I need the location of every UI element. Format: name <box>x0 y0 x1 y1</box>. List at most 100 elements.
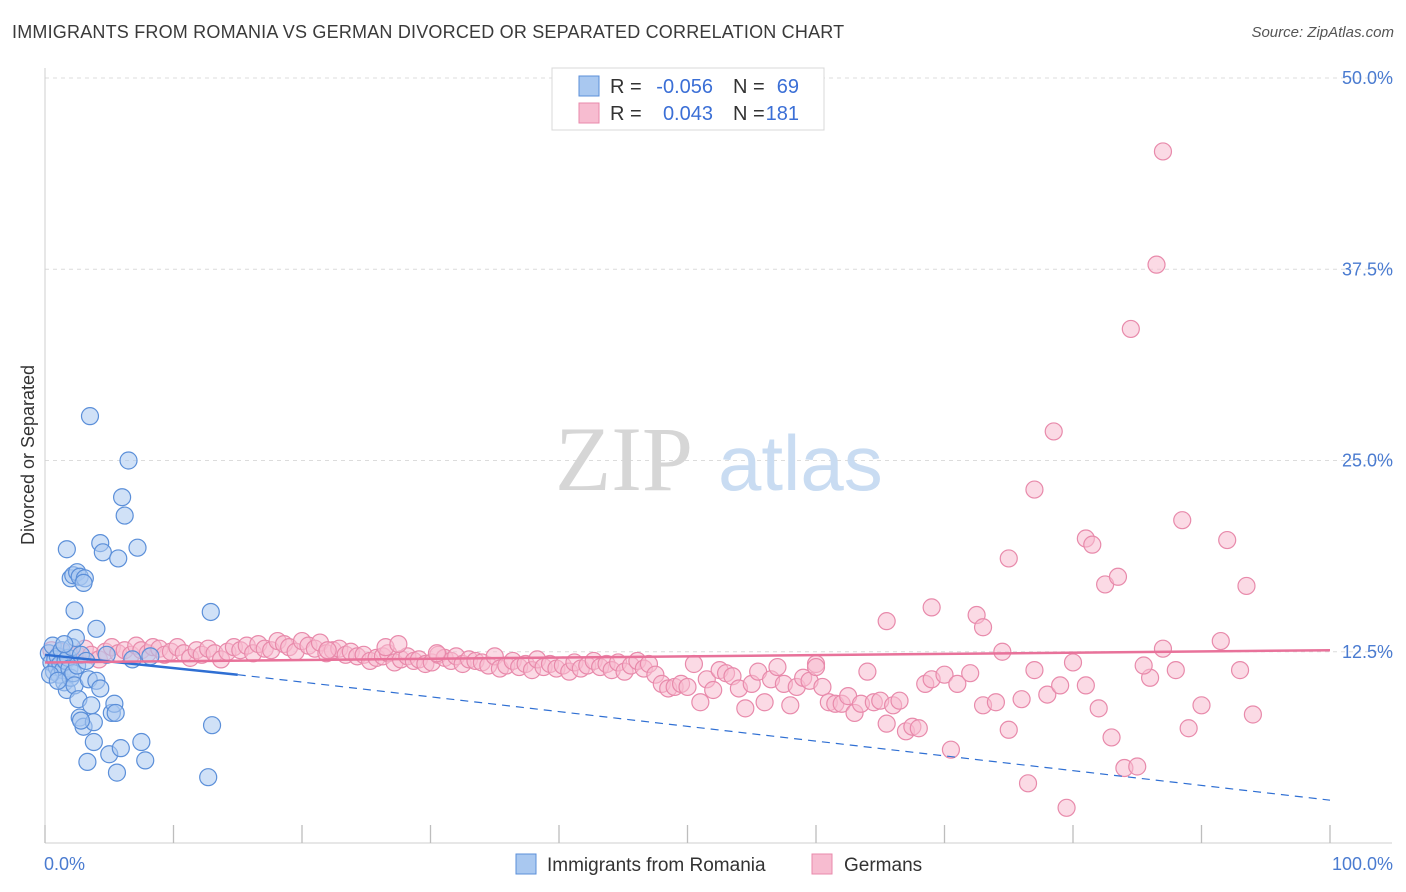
germans-point <box>1237 576 1256 596</box>
germans-point <box>318 641 337 660</box>
germans-point <box>1044 422 1063 441</box>
romania-points <box>39 407 222 787</box>
germans-point <box>806 657 826 677</box>
germans-point <box>1192 696 1211 715</box>
y-tick-label: 12.5% <box>1342 642 1393 662</box>
legend-n-value-2: 181 <box>766 103 799 125</box>
romania-point <box>93 543 112 562</box>
germans-point <box>1179 719 1198 738</box>
x-tick-labels: 0.0% 100.0% <box>44 854 1393 874</box>
germans-point <box>1089 699 1108 718</box>
romania-point <box>112 488 132 507</box>
germans-point <box>1243 705 1263 724</box>
germans-point <box>1128 757 1147 776</box>
watermark-zip: ZIP <box>555 408 693 510</box>
germans-point <box>973 618 993 637</box>
germans-point <box>999 549 1018 568</box>
romania-trend-line <box>44 653 238 676</box>
romania-point <box>82 696 101 715</box>
germans-point <box>909 719 928 738</box>
germans-point <box>1166 661 1185 680</box>
romania-point <box>136 751 155 770</box>
germans-point <box>736 699 755 718</box>
germans-points <box>42 142 1263 817</box>
y-tick-label: 25.0% <box>1342 451 1393 471</box>
germans-point <box>1076 676 1095 695</box>
axes <box>44 68 1392 844</box>
germans-point <box>941 740 961 759</box>
romania-point <box>199 768 218 787</box>
legend-n-value-1: 69 <box>777 76 799 98</box>
bottom-legend-swatch-germans <box>811 853 833 875</box>
germans-point <box>1230 661 1250 680</box>
germans-point <box>1012 690 1031 709</box>
romania-point <box>65 601 84 620</box>
x-tick-label: 0.0% <box>44 854 85 874</box>
germans-point <box>1038 685 1057 704</box>
germans-point <box>1025 480 1044 499</box>
romania-point <box>91 679 110 698</box>
romania-point <box>115 506 134 525</box>
germans-point <box>1018 774 1038 793</box>
romania-trend-extension <box>237 674 1331 801</box>
romania-point <box>132 732 151 752</box>
romania-point <box>57 540 76 559</box>
germans-point <box>961 664 980 683</box>
germans-point <box>684 654 704 674</box>
romania-point <box>55 634 74 654</box>
bottom-legend-label-germans: Germans <box>844 855 922 876</box>
germans-point <box>948 674 967 693</box>
chart-title: IMMIGRANTS FROM ROMANIA VS GERMAN DIVORC… <box>12 22 845 42</box>
romania-point <box>119 451 138 470</box>
legend-r-value-2: 0.043 <box>663 103 713 125</box>
germans-point <box>1063 653 1083 672</box>
y-tick-label: 37.5% <box>1342 259 1393 279</box>
series-legend: Immigrants from Romania Germans <box>515 853 922 876</box>
romania-point <box>107 763 127 782</box>
germans-point <box>389 634 408 654</box>
germans-point <box>1025 661 1044 680</box>
germans-point <box>768 657 787 677</box>
stats-legend: R = -0.056 N = 69 R = 0.043 N = 181 <box>551 67 825 131</box>
legend-r-label-2: R = <box>610 103 642 125</box>
germans-point <box>935 665 954 684</box>
legend-r-value-1: -0.056 <box>656 76 713 98</box>
germans-point <box>890 691 909 710</box>
romania-point <box>74 573 93 593</box>
legend-swatch-pink <box>578 102 600 124</box>
germans-point <box>1051 676 1070 695</box>
romania-point <box>109 549 128 568</box>
watermark-atlas: atlas <box>718 419 883 507</box>
germans-point <box>1147 255 1166 274</box>
germans-trend-line <box>44 648 1331 664</box>
romania-point <box>84 732 103 752</box>
y-tick-label: 50.0% <box>1342 68 1393 88</box>
germans-point <box>1057 798 1076 817</box>
germans-point <box>1083 535 1102 554</box>
legend-swatch-blue <box>578 75 600 97</box>
germans-point <box>1153 142 1173 161</box>
romania-point <box>202 716 222 735</box>
germans-point <box>1173 511 1192 530</box>
germans-point <box>999 720 1018 739</box>
chart-source: Source: ZipAtlas.com <box>1251 24 1394 41</box>
germans-point <box>1121 319 1140 339</box>
gridlines <box>45 77 1392 653</box>
germans-point <box>1218 530 1237 550</box>
germans-point <box>755 693 774 712</box>
legend-n-label-2: N = <box>733 103 765 125</box>
romania-point <box>128 538 147 557</box>
germans-point <box>1102 728 1121 747</box>
germans-point <box>986 693 1006 712</box>
germans-point <box>691 693 710 712</box>
romania-point <box>97 645 116 664</box>
germans-point <box>678 677 697 697</box>
germans-point <box>1153 639 1173 658</box>
romania-point <box>201 602 220 622</box>
romania-point <box>78 752 97 772</box>
romania-point <box>111 739 130 758</box>
germans-point <box>877 612 896 631</box>
y-axis-label: Divorced or Separated <box>18 365 38 545</box>
trend-lines <box>44 648 1331 801</box>
